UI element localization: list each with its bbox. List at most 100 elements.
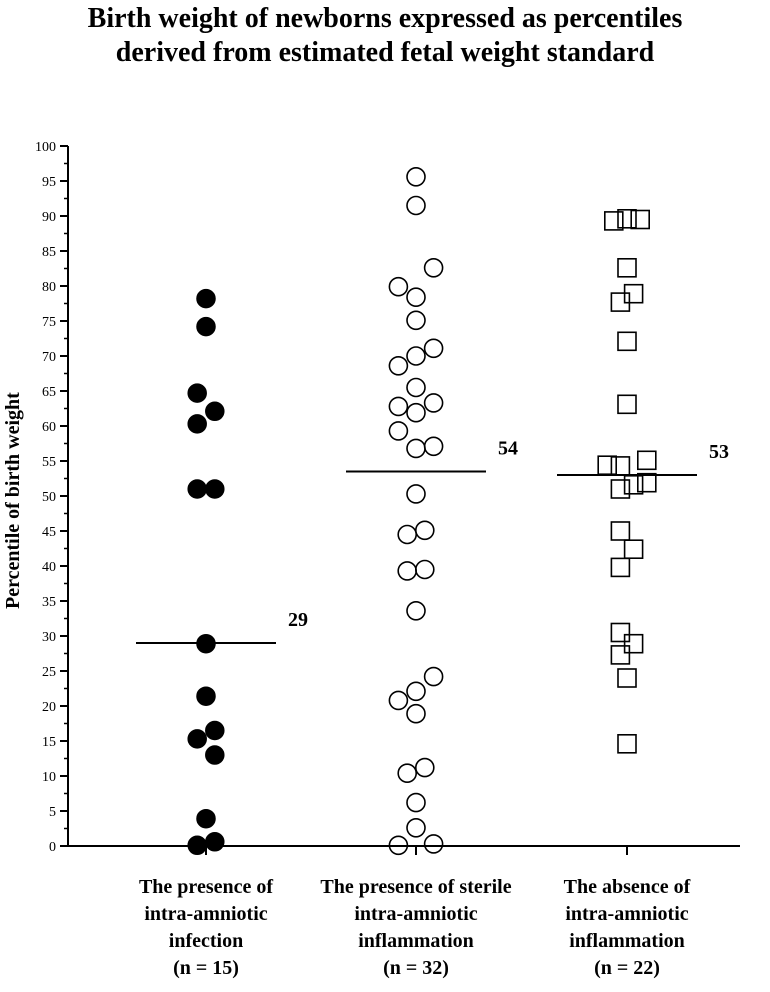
category-label-line: intra-amniotic	[144, 903, 268, 925]
category-label-line: (n = 22)	[594, 957, 660, 979]
y-tick-label: 10	[42, 770, 56, 785]
y-tick-label: 5	[49, 805, 56, 820]
data-point	[423, 338, 444, 359]
data-point	[406, 681, 426, 702]
data-point	[423, 666, 444, 687]
category-label: The presence of intra-amniotic infection (n…	[86, 874, 326, 982]
data-point	[414, 757, 435, 778]
data-point	[630, 209, 651, 230]
data-point	[187, 383, 207, 403]
data-point	[610, 521, 631, 541]
data-point	[617, 209, 637, 229]
data-point	[610, 645, 631, 665]
data-point	[406, 600, 426, 621]
data-point	[406, 310, 426, 331]
data-point	[414, 520, 435, 541]
data-point	[196, 288, 216, 309]
data-point	[196, 686, 216, 706]
data-point	[636, 472, 657, 493]
data-point	[196, 808, 216, 829]
chart-title: Birth weight of newborns expressed as pe…	[0, 2, 770, 70]
data-point	[610, 479, 631, 499]
data-point	[623, 474, 644, 495]
y-tick-label: 15	[42, 735, 56, 750]
data-point	[205, 832, 225, 852]
category-label-line: inflammation	[358, 930, 474, 952]
data-point	[388, 421, 409, 441]
data-point	[423, 257, 444, 278]
data-point	[397, 763, 418, 784]
data-point	[623, 633, 644, 654]
data-point	[406, 703, 426, 724]
data-point	[406, 167, 426, 187]
y-tick-label: 100	[35, 140, 56, 155]
data-point	[205, 479, 225, 499]
data-point	[388, 690, 409, 711]
data-point	[406, 346, 426, 366]
data-point	[610, 456, 631, 476]
category-label-line: The presence of sterile	[320, 876, 512, 898]
data-point	[406, 792, 426, 813]
data-point	[610, 557, 631, 578]
data-point	[423, 834, 444, 854]
data-point	[397, 524, 418, 545]
median-label: 54	[498, 438, 518, 460]
category-label-line: (n = 15)	[173, 957, 239, 979]
y-tick-label: 20	[42, 700, 56, 715]
y-tick-label: 30	[42, 630, 56, 645]
data-point	[406, 438, 426, 459]
data-point	[388, 355, 409, 376]
data-point	[187, 414, 207, 434]
data-point	[617, 394, 637, 415]
data-point	[423, 393, 444, 413]
data-point	[187, 835, 207, 856]
category-label: The absence of intra-amniotic inflammation…	[507, 874, 747, 982]
data-point	[187, 479, 207, 499]
chart-title-line-2: derived from estimated fetal weight stan…	[115, 37, 655, 68]
y-tick-label: 75	[42, 315, 56, 330]
data-point	[617, 331, 637, 352]
y-tick-label: 25	[42, 665, 56, 680]
y-tick-label: 85	[42, 245, 56, 260]
data-point	[406, 377, 426, 398]
y-tick-label: 90	[42, 210, 56, 225]
data-point	[597, 455, 618, 476]
data-point	[610, 622, 631, 643]
y-tick-label: 60	[42, 420, 56, 435]
y-tick-label: 55	[42, 455, 56, 470]
category-label-line: inflammation	[569, 930, 685, 952]
data-point	[196, 316, 216, 337]
data-point	[388, 276, 409, 297]
y-tick-label: 70	[42, 350, 56, 365]
y-tick-label: 35	[42, 595, 56, 610]
data-point	[406, 287, 426, 308]
category-label-line: The absence of	[563, 876, 691, 898]
data-point	[623, 539, 644, 560]
data-point	[196, 633, 216, 654]
median-label: 53	[709, 441, 729, 463]
data-point	[617, 257, 637, 278]
data-point	[406, 817, 426, 838]
data-point	[205, 720, 225, 741]
data-point	[617, 668, 637, 688]
category-label-line: (n = 32)	[383, 957, 449, 979]
data-point	[205, 401, 225, 422]
data-point	[406, 195, 426, 216]
data-point	[397, 561, 418, 581]
category-label-line: intra-amniotic	[354, 903, 478, 925]
y-tick-label: 80	[42, 280, 56, 295]
y-tick-label: 95	[42, 175, 56, 190]
y-tick-label: 50	[42, 490, 56, 505]
data-point	[406, 484, 426, 504]
category-label-line: intra-amniotic	[565, 903, 689, 925]
y-tick-label: 65	[42, 385, 56, 400]
chart-title-line-1: Birth weight of newborns expressed as pe…	[87, 3, 683, 34]
category-label-line: infection	[168, 930, 244, 952]
y-tick-label: 40	[42, 560, 56, 575]
data-point	[205, 745, 225, 765]
data-point	[388, 396, 409, 417]
category-label-line: The presence of	[138, 876, 274, 898]
data-point	[388, 835, 409, 856]
y-tick-label: 0	[49, 840, 56, 855]
